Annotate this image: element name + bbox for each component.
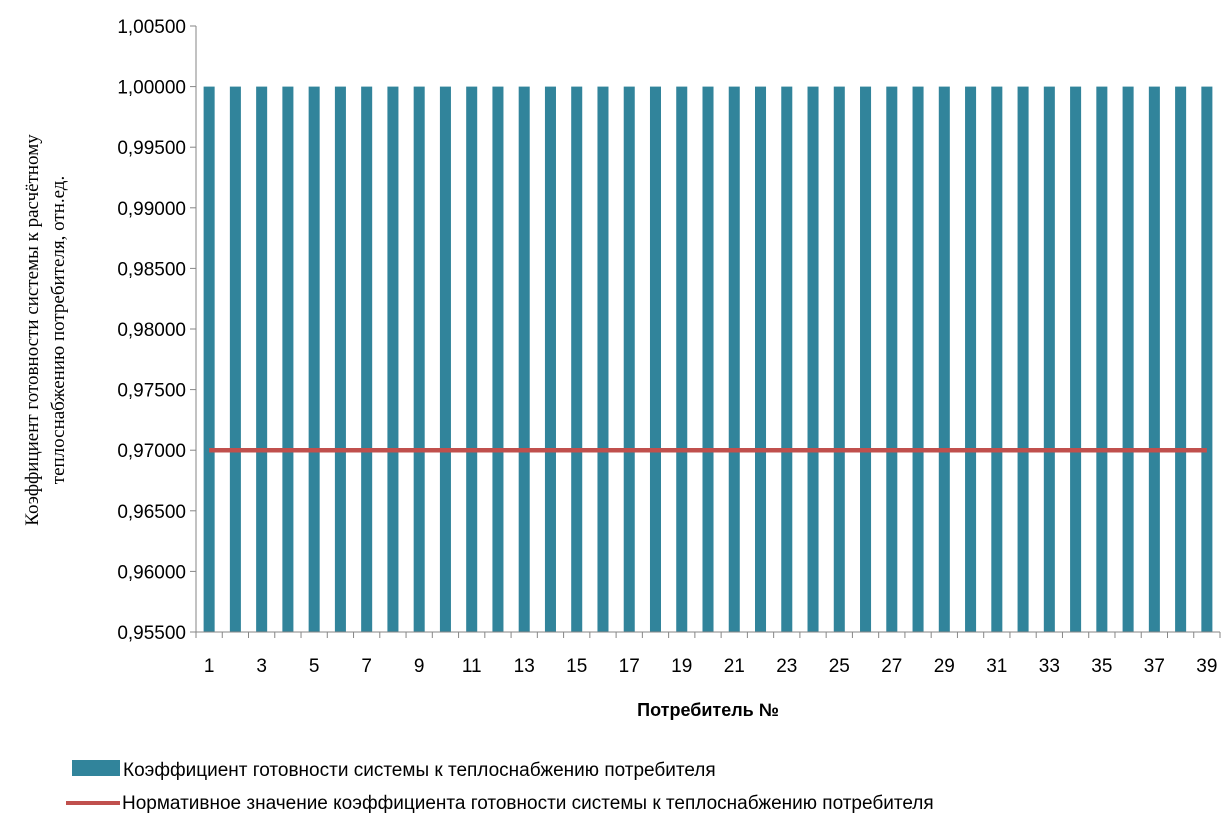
legend-bar-label: Коэффициент готовности системы к теплосн… xyxy=(123,760,716,781)
x-axis-title: Потребитель № xyxy=(637,700,779,720)
y-tick-label: 0,95500 xyxy=(117,623,186,644)
bar-32 xyxy=(1017,86,1029,633)
x-tick-label: 19 xyxy=(671,656,692,677)
x-tick-label: 13 xyxy=(514,656,535,677)
x-tick-label: 11 xyxy=(462,656,482,677)
bar-8 xyxy=(387,86,399,633)
x-tick-label: 33 xyxy=(1039,656,1060,677)
y-tick-label: 0,98000 xyxy=(117,320,186,341)
bar-17 xyxy=(623,86,635,633)
bar-26 xyxy=(860,86,872,633)
x-tick-label: 1 xyxy=(204,656,215,677)
y-axis-title-line-2: теплоснабжению потребителя, отн.ед. xyxy=(48,176,69,484)
y-tick-label: 1,00500 xyxy=(117,17,186,38)
y-tick-label: 0,97500 xyxy=(117,381,186,402)
y-axis-title-line-1: Коэффициент готовности системы к расчётн… xyxy=(22,134,43,526)
bar-22 xyxy=(755,86,767,633)
bar-20 xyxy=(702,86,714,633)
bar-37 xyxy=(1148,86,1160,633)
bar-15 xyxy=(571,86,583,633)
bar-34 xyxy=(1070,86,1082,633)
x-tick-label: 37 xyxy=(1144,656,1165,677)
bar-5 xyxy=(308,86,320,633)
y-tick-label: 0,98500 xyxy=(117,259,186,280)
bar-16 xyxy=(597,86,609,633)
x-tick-label: 29 xyxy=(934,656,955,677)
x-tick-label: 9 xyxy=(414,656,425,677)
bar-12 xyxy=(492,86,504,633)
bar-27 xyxy=(886,86,898,633)
bar-2 xyxy=(229,86,241,633)
y-tick-labels: 0,95500 0,96000 0,96500 0,97000 0,97500 0,980… xyxy=(117,17,186,644)
y-tick-label: 0,99000 xyxy=(117,199,186,220)
bar-11 xyxy=(466,86,478,633)
y-tick-label: 1,00000 xyxy=(117,78,186,99)
bar-25 xyxy=(833,86,845,633)
bar-33 xyxy=(1043,86,1055,633)
y-tick-label: 0,99500 xyxy=(117,138,186,159)
axes-group xyxy=(190,25,1221,638)
bar-9 xyxy=(413,86,425,633)
bar-35 xyxy=(1096,86,1108,633)
x-tick-label: 35 xyxy=(1091,656,1112,677)
bar-7 xyxy=(361,86,373,633)
bar-3 xyxy=(256,86,268,633)
legend: Коэффициент готовности системы к теплосн… xyxy=(66,760,934,813)
bar-28 xyxy=(912,86,924,633)
y-tick-label: 0,96500 xyxy=(117,502,186,523)
legend-bar-swatch xyxy=(72,760,120,776)
bars-group xyxy=(203,86,1213,633)
x-tick-label: 31 xyxy=(986,656,1007,677)
x-tick-label: 15 xyxy=(566,656,587,677)
x-tick-label: 21 xyxy=(724,656,745,677)
bar-36 xyxy=(1122,86,1134,633)
bar-30 xyxy=(965,86,977,633)
bar-4 xyxy=(282,86,294,633)
x-tick-label: 25 xyxy=(829,656,850,677)
x-tick-label: 7 xyxy=(361,656,372,677)
x-tick-labels: 1 3 5 7 9 11 13 15 17 19 21 23 25 27 29 31 33 35 37 39 xyxy=(204,656,1218,677)
bar-19 xyxy=(676,86,688,633)
x-tick-label: 5 xyxy=(309,656,320,677)
y-axis-title: Коэффициент готовности системы к расчётн… xyxy=(22,134,69,526)
bar-39 xyxy=(1201,86,1213,633)
bar-38 xyxy=(1175,86,1187,633)
x-tick-label: 27 xyxy=(881,656,902,677)
x-tick-label: 23 xyxy=(776,656,797,677)
bar-29 xyxy=(938,86,950,633)
bar-31 xyxy=(991,86,1003,633)
bar-6 xyxy=(334,86,346,633)
x-tick-label: 17 xyxy=(619,656,640,677)
bar-24 xyxy=(807,86,819,633)
bar-21 xyxy=(728,86,740,633)
bar-13 xyxy=(518,86,530,633)
y-tick-label: 0,96000 xyxy=(117,562,186,583)
legend-line-label: Нормативное значение коэффициента готовн… xyxy=(122,793,934,813)
x-tick-label: 39 xyxy=(1196,656,1217,677)
bar-10 xyxy=(439,86,451,633)
bar-14 xyxy=(544,86,556,633)
bar-18 xyxy=(649,86,661,633)
x-tick-label: 3 xyxy=(256,656,267,677)
bar-1 xyxy=(203,86,215,633)
y-tick-label: 0,97000 xyxy=(117,441,186,462)
bar-23 xyxy=(781,86,793,633)
